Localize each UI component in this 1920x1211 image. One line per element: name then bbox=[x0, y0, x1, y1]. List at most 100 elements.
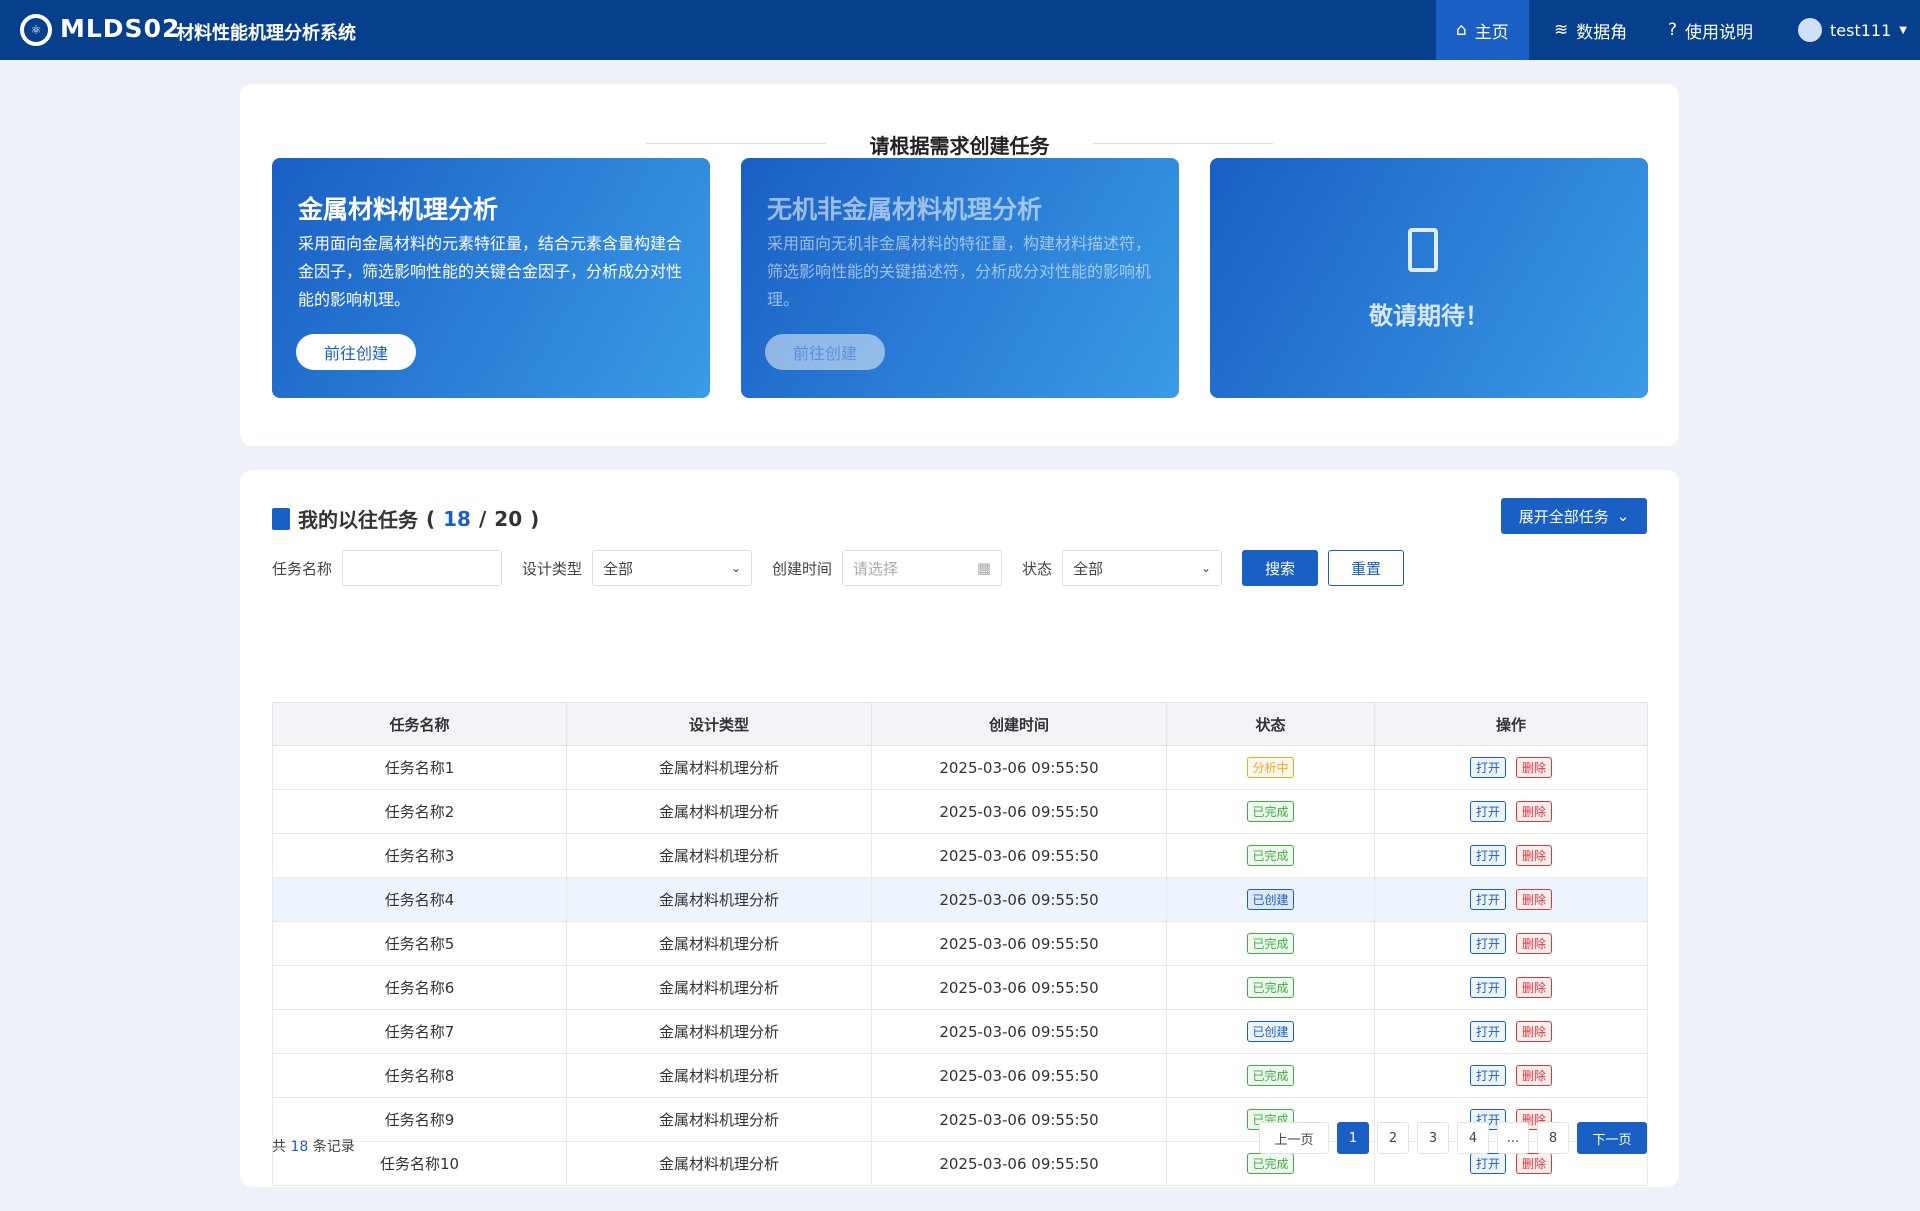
table-row: 任务名称5 金属材料机理分析 2025-03-06 09:55:50 已完成 打开 删除 bbox=[272, 921, 1648, 966]
delete-button[interactable]: 删除 bbox=[1516, 1021, 1553, 1042]
delete-button[interactable]: 删除 bbox=[1516, 933, 1553, 954]
task-name-cell: 任务名称5 bbox=[272, 921, 567, 966]
delete-button[interactable]: 删除 bbox=[1516, 1153, 1553, 1174]
page-ellipsis[interactable]: ... bbox=[1497, 1122, 1529, 1154]
card-metal-analysis: 金属材料机理分析 采用面向金属材料的元素特征量，结合元素含量构建合金因子，筛选影… bbox=[272, 158, 710, 398]
nav-help[interactable]: ? 使用说明 bbox=[1668, 20, 1754, 43]
delete-button[interactable]: 删除 bbox=[1516, 1065, 1553, 1086]
status-badge: 已完成 bbox=[1247, 801, 1294, 822]
delete-button[interactable]: 删除 bbox=[1516, 889, 1553, 910]
status-badge: 已完成 bbox=[1247, 933, 1294, 954]
delete-button[interactable]: 删除 bbox=[1516, 977, 1553, 998]
open-button[interactable]: 打开 bbox=[1469, 757, 1506, 778]
hourglass-icon bbox=[1408, 228, 1438, 272]
card-coming-soon: 敬请期待！ bbox=[1210, 158, 1648, 398]
create-metal-button[interactable]: 前往创建 bbox=[296, 334, 416, 370]
nav-home[interactable]: ⌂ 主页 bbox=[1436, 0, 1529, 60]
table-row: 任务名称2 金属材料机理分析 2025-03-06 09:55:50 已完成 打开 删除 bbox=[272, 789, 1648, 834]
status-cell: 已完成 bbox=[1166, 833, 1375, 878]
create-time-cell: 2025-03-06 09:55:50 bbox=[871, 1053, 1167, 1098]
task-name-cell: 任务名称1 bbox=[272, 745, 567, 790]
open-button[interactable]: 打开 bbox=[1469, 1153, 1506, 1174]
design-type-cell: 金属材料机理分析 bbox=[566, 877, 872, 922]
create-time-cell: 2025-03-06 09:55:50 bbox=[871, 789, 1167, 834]
home-icon: ⌂ bbox=[1456, 20, 1467, 40]
delete-button[interactable]: 删除 bbox=[1516, 757, 1553, 778]
status-badge: 已完成 bbox=[1247, 977, 1294, 998]
page-3[interactable]: 3 bbox=[1417, 1122, 1449, 1154]
actions-cell: 打开 删除 bbox=[1374, 1009, 1648, 1054]
page-2[interactable]: 2 bbox=[1377, 1122, 1409, 1154]
create-title: 请根据需求创建任务 bbox=[869, 134, 1050, 158]
user-menu[interactable]: test111 ▼ bbox=[1778, 0, 1920, 60]
page-4[interactable]: 4 bbox=[1457, 1122, 1489, 1154]
open-button[interactable]: 打开 bbox=[1469, 977, 1506, 998]
reset-button[interactable]: 重置 bbox=[1328, 550, 1405, 586]
nav-data-corner[interactable]: ≋ 数据角 bbox=[1554, 20, 1628, 43]
help-icon: ? bbox=[1668, 20, 1678, 40]
status-cell: 已完成 bbox=[1166, 1141, 1375, 1186]
table-row: 任务名称4 金属材料机理分析 2025-03-06 09:55:50 已创建 打开 删除 bbox=[272, 877, 1648, 922]
design-type-cell: 金属材料机理分析 bbox=[566, 745, 872, 790]
design-type-cell: 金属材料机理分析 bbox=[566, 789, 872, 834]
create-time-cell: 2025-03-06 09:55:50 bbox=[871, 745, 1167, 790]
delete-button[interactable]: 删除 bbox=[1516, 845, 1553, 866]
create-time-picker[interactable]: 请选择 ▦ bbox=[842, 550, 1003, 586]
calendar-icon: ▦ bbox=[976, 559, 992, 577]
create-task-panel: 请根据需求创建任务 金属材料机理分析 采用面向金属材料的元素特征量，结合元素含量… bbox=[240, 84, 1679, 446]
col-name: 任务名称 bbox=[272, 702, 567, 746]
task-count: 18 bbox=[443, 506, 471, 531]
open-button[interactable]: 打开 bbox=[1469, 1021, 1506, 1042]
open-button[interactable]: 打开 bbox=[1469, 801, 1506, 822]
table-row: 任务名称7 金属材料机理分析 2025-03-06 09:55:50 已创建 打开 删除 bbox=[272, 1009, 1648, 1054]
status-cell: 已完成 bbox=[1166, 1053, 1375, 1098]
open-button[interactable]: 打开 bbox=[1469, 933, 1506, 954]
system-title: 材料性能机理分析系统 bbox=[176, 23, 356, 44]
status-cell: 已完成 bbox=[1166, 789, 1375, 834]
col-time: 创建时间 bbox=[871, 702, 1167, 746]
task-name-cell: 任务名称7 bbox=[272, 1009, 567, 1054]
create-time-cell: 2025-03-06 09:55:50 bbox=[871, 877, 1167, 922]
avatar bbox=[1798, 18, 1822, 42]
task-history-panel: 我的以往任务(18/20) 展开全部任务 ⌄ 任务名称 设计类型 全部 ⌄ 创建时间… bbox=[240, 470, 1679, 1187]
expand-all-tasks-button[interactable]: 展开全部任务 ⌄ bbox=[1501, 498, 1647, 534]
search-button[interactable]: 搜索 bbox=[1242, 550, 1319, 586]
task-name-cell: 任务名称4 bbox=[272, 877, 567, 922]
divider bbox=[1093, 143, 1273, 144]
actions-cell: 打开 删除 bbox=[1374, 789, 1648, 834]
delete-button[interactable]: 删除 bbox=[1516, 801, 1553, 822]
open-button[interactable]: 打开 bbox=[1469, 845, 1506, 866]
status-select[interactable]: 全部 ⌄ bbox=[1062, 550, 1223, 586]
task-name-cell: 任务名称10 bbox=[272, 1141, 567, 1186]
status-badge: 分析中 bbox=[1247, 757, 1294, 778]
actions-cell: 打开 删除 bbox=[1374, 833, 1648, 878]
design-type-cell: 金属材料机理分析 bbox=[566, 1009, 872, 1054]
task-name-cell: 任务名称6 bbox=[272, 965, 567, 1010]
status-badge: 已完成 bbox=[1247, 1153, 1294, 1174]
open-button[interactable]: 打开 bbox=[1469, 1065, 1506, 1086]
card-desc: 采用面向无机非金属材料的特征量，构建材料描述符，筛选影响性能的关键描述符，分析成… bbox=[767, 234, 1152, 309]
design-type-cell: 金属材料机理分析 bbox=[566, 965, 872, 1010]
table-row: 任务名称8 金属材料机理分析 2025-03-06 09:55:50 已完成 打开 删除 bbox=[272, 1053, 1648, 1098]
divider bbox=[646, 143, 826, 144]
design-type-select[interactable]: 全部 ⌄ bbox=[592, 550, 753, 586]
col-type: 设计类型 bbox=[566, 702, 872, 746]
pagination: 上一页 1 2 3 4 ... 8 下一页 bbox=[1259, 1122, 1647, 1154]
page-1[interactable]: 1 bbox=[1337, 1122, 1369, 1154]
card-title: 无机非金属材料机理分析 bbox=[767, 195, 1043, 224]
task-table: 任务名称 设计类型 创建时间 状态 操作 任务名称1 金属材料机理分析 2025-0… bbox=[272, 702, 1648, 1186]
actions-cell: 打开 删除 bbox=[1374, 921, 1648, 966]
filter-bar: 任务名称 设计类型 全部 ⌄ 创建时间 请选择 ▦ 状态 全部 ⌄ 搜索 重置 bbox=[272, 550, 1414, 586]
open-button[interactable]: 打开 bbox=[1469, 889, 1506, 910]
logo-icon: ⚛ bbox=[20, 14, 52, 46]
prev-page-button[interactable]: 上一页 bbox=[1259, 1122, 1329, 1154]
chevron-down-icon: ⌄ bbox=[730, 561, 742, 575]
card-title: 金属材料机理分析 bbox=[298, 195, 499, 224]
table-row: 任务名称3 金属材料机理分析 2025-03-06 09:55:50 已完成 打开 删除 bbox=[272, 833, 1648, 878]
task-name-input[interactable] bbox=[342, 550, 503, 586]
next-page-button[interactable]: 下一页 bbox=[1577, 1122, 1647, 1154]
card-desc: 采用面向金属材料的元素特征量，结合元素含量构建合金因子，筛选影响性能的关键合金因… bbox=[298, 234, 683, 309]
task-limit: 20 bbox=[494, 506, 523, 531]
task-name-cell: 任务名称2 bbox=[272, 789, 567, 834]
page-8[interactable]: 8 bbox=[1537, 1122, 1569, 1154]
